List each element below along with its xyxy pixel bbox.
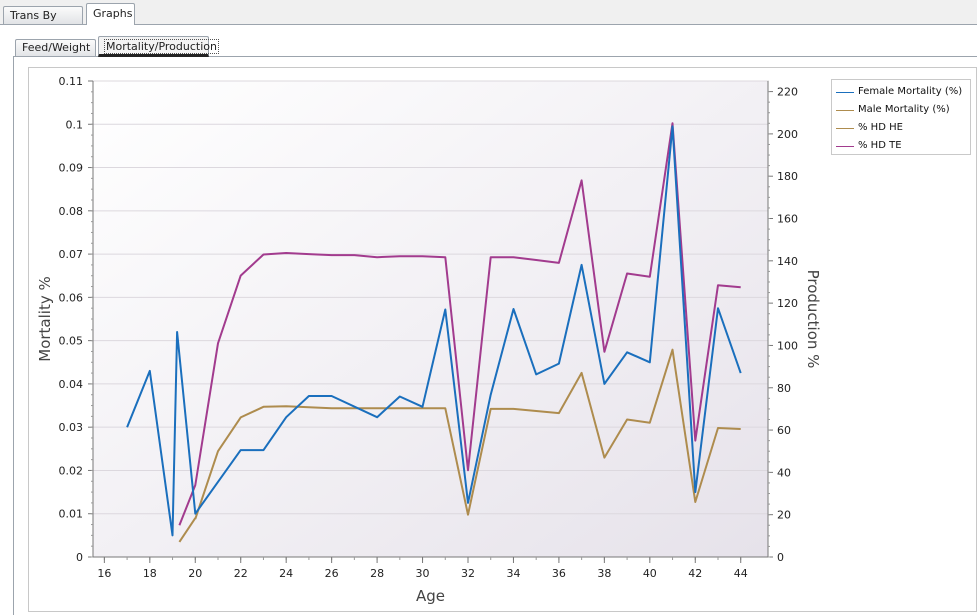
y2-tick-label: 100	[777, 339, 798, 352]
legend-swatch	[836, 110, 854, 111]
series-line-female-mortality	[126, 125, 742, 537]
y2-tick-label: 180	[777, 170, 798, 183]
x-axis-label: Age	[416, 587, 445, 605]
legend-swatch	[836, 146, 854, 147]
x-tick-label: 40	[643, 567, 657, 580]
x-tick-label: 34	[506, 567, 520, 580]
y-tick-label: 0.03	[59, 421, 84, 434]
y2-tick-label: 160	[777, 213, 798, 226]
x-tick-label: 28	[370, 567, 384, 580]
y-axis-right: 0 20 40 60 80 100 120 140 160 180 200 220	[767, 81, 798, 564]
y2-tick-label: 40	[777, 466, 791, 479]
y2-tick-label: 60	[777, 424, 791, 437]
legend-label: % HD HE	[858, 122, 903, 133]
tab-graphs[interactable]: Graphs	[86, 3, 135, 25]
y2-tick-label: 200	[777, 128, 798, 141]
y-tick-label: 0.09	[59, 162, 84, 175]
y-tick-label: 0.1	[66, 118, 84, 131]
y2-axis-label: Production %	[804, 270, 822, 369]
legend-swatch	[836, 92, 854, 93]
x-tick-label: 26	[325, 567, 339, 580]
y-tick-label: 0	[76, 551, 83, 564]
y-tick-label: 0.06	[59, 291, 84, 304]
x-tick-label: 30	[416, 567, 430, 580]
legend-label: Female Mortality (%)	[858, 86, 963, 97]
legend-item: % HD TE	[834, 137, 970, 155]
legend-label: % HD TE	[858, 140, 902, 151]
legend-item: % HD HE	[834, 119, 970, 137]
y-axis-left: 0 0.01 0.02 0.03 0.04 0.05 0.06 0.07 0.08 0.09 0.1…	[59, 75, 94, 564]
y2-tick-label: 0	[777, 551, 784, 564]
series-line-male-mortality	[178, 517, 197, 543]
y-tick-label: 0.11	[59, 75, 84, 88]
x-tick-label: 36	[552, 567, 566, 580]
subtab-mortality-production-label: Mortality/Production	[104, 39, 219, 54]
x-tick-label: 22	[234, 567, 248, 580]
y-tick-label: 0.07	[59, 248, 84, 261]
legend-item: Female Mortality (%)	[834, 83, 970, 101]
x-tick-label: 42	[688, 567, 702, 580]
series-line-hd-he	[194, 348, 741, 520]
y-tick-label: 0.08	[59, 205, 84, 218]
subtab-feed-weight[interactable]: Feed/Weight	[15, 39, 96, 57]
legend-item: Male Mortality (%)	[834, 101, 970, 119]
y-tick-label: 0.04	[59, 378, 84, 391]
y-tick-label: 0.02	[59, 464, 84, 477]
legend-label: Male Mortality (%)	[858, 104, 950, 115]
x-tick-label: 38	[597, 567, 611, 580]
y2-tick-label: 220	[777, 86, 798, 99]
series-lines	[126, 122, 742, 543]
x-tick-label: 18	[143, 567, 157, 580]
x-tick-label: 44	[734, 567, 748, 580]
y-tick-label: 0.05	[59, 335, 84, 348]
x-tick-label: 32	[461, 567, 475, 580]
y2-tick-label: 120	[777, 297, 798, 310]
y2-tick-label: 140	[777, 255, 798, 268]
subtab-mortality-production[interactable]: Mortality/Production	[98, 36, 219, 57]
y2-tick-label: 20	[777, 509, 791, 522]
x-tick-label: 24	[279, 567, 293, 580]
x-tick-label: 20	[188, 567, 202, 580]
y-axis-label: Mortality %	[36, 276, 54, 361]
x-axis: 16 18 20 22 24 26 28 30 32 34 36 38 40 42 44	[93, 556, 768, 580]
y2-tick-label: 80	[777, 382, 791, 395]
plot-area	[92, 80, 769, 558]
series-line-hd-te	[178, 122, 741, 526]
x-tick-label: 16	[97, 567, 111, 580]
chart-legend: Female Mortality (%) Male Mortality (%) % …	[831, 79, 971, 155]
legend-swatch	[836, 128, 854, 129]
y-tick-label: 0.01	[59, 508, 84, 521]
